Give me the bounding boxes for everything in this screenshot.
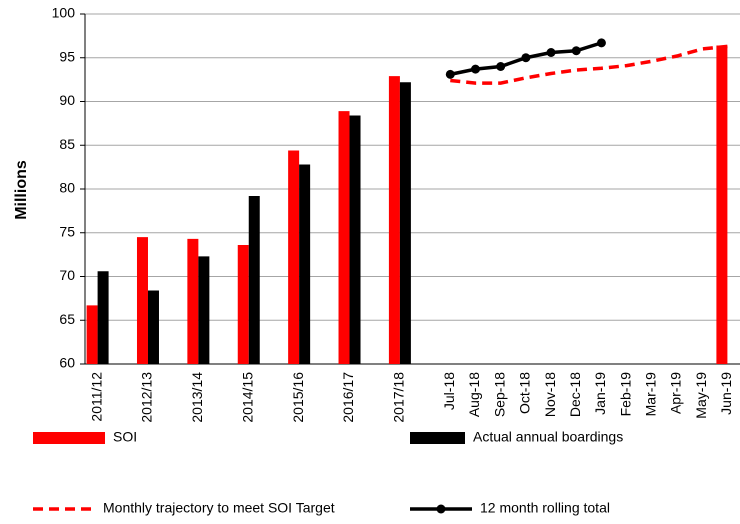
- bar: [187, 238, 199, 364]
- y-tick-label: 70: [59, 267, 75, 283]
- y-tick-label: 85: [59, 136, 75, 152]
- y-axis-label: Millions: [13, 160, 30, 220]
- x-tick-label: 2013/14: [189, 372, 205, 423]
- x-tick-label: Jan-19: [592, 372, 608, 415]
- x-tick-label: Mar-19: [643, 372, 659, 417]
- bar: [86, 305, 98, 364]
- bar: [248, 196, 260, 364]
- marker: [496, 62, 506, 71]
- x-tick-label: Sep-18: [491, 372, 507, 417]
- legend-label: Actual annual boardings: [473, 429, 623, 445]
- y-tick-label: 60: [59, 355, 75, 371]
- bar: [136, 237, 148, 364]
- x-tick-label: Feb-19: [617, 372, 633, 417]
- x-tick-label: 2012/13: [139, 372, 155, 423]
- marker: [445, 69, 455, 79]
- x-tick-label: 2011/12: [88, 372, 104, 422]
- x-tick-label: Apr-19: [668, 372, 684, 414]
- x-tick-label: Jun-19: [718, 372, 734, 415]
- x-tick-label: 2014/15: [239, 372, 255, 423]
- x-tick-label: Aug-18: [466, 372, 482, 417]
- y-tick-label: 95: [59, 48, 75, 64]
- legend-label: SOI: [113, 429, 137, 445]
- x-tick-label: 2016/17: [340, 372, 356, 423]
- bar: [399, 82, 411, 364]
- marker: [521, 53, 531, 63]
- marker: [571, 46, 581, 56]
- line: [450, 44, 728, 85]
- marker: [596, 38, 606, 48]
- bar: [237, 245, 249, 364]
- legend-marker: [436, 504, 446, 514]
- marker: [546, 48, 556, 57]
- marker: [470, 64, 480, 74]
- legend-swatch: [410, 432, 465, 444]
- x-tick-label: Nov-18: [542, 372, 558, 417]
- y-tick-label: 90: [59, 92, 75, 108]
- bar: [198, 256, 210, 364]
- bar: [288, 150, 300, 364]
- x-tick-label: Oct-18: [517, 372, 533, 414]
- bar: [97, 271, 109, 364]
- bar: [716, 45, 728, 364]
- bar: [338, 111, 350, 364]
- legend-label: Monthly trajectory to meet SOI Target: [103, 500, 335, 516]
- y-tick-label: 65: [59, 311, 75, 327]
- x-tick-label: 2017/18: [391, 372, 407, 423]
- legend-swatch: [33, 432, 105, 444]
- y-tick-label: 75: [59, 223, 75, 239]
- x-tick-label: Jul-18: [441, 372, 457, 410]
- bar: [299, 164, 311, 364]
- x-tick-label: Dec-18: [567, 372, 583, 417]
- bar: [147, 290, 159, 364]
- x-tick-label: May-19: [693, 372, 709, 419]
- y-tick-label: 80: [59, 180, 75, 196]
- y-tick-label: 100: [52, 5, 76, 21]
- legend-label: 12 month rolling total: [480, 500, 610, 516]
- x-tick-label: 2015/16: [290, 372, 306, 423]
- bar: [349, 115, 361, 364]
- bar: [388, 76, 400, 364]
